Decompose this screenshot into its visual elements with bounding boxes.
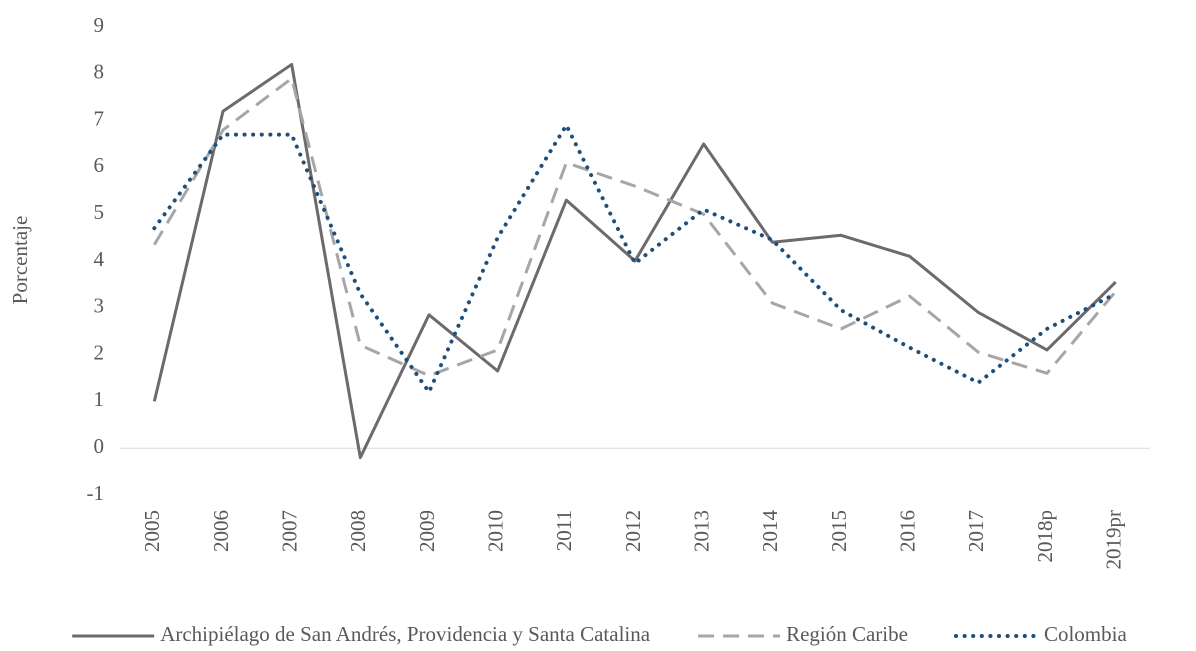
y-tick-label: 3 bbox=[94, 294, 105, 318]
series-line bbox=[152, 62, 1117, 460]
x-tick-label: 2005 bbox=[140, 510, 164, 552]
x-tick-label: 2014 bbox=[758, 510, 782, 553]
x-tick-label: 2010 bbox=[483, 510, 507, 552]
y-tick-label: 5 bbox=[94, 200, 105, 224]
x-tick-label: 2011 bbox=[552, 510, 576, 551]
x-tick-label: 2009 bbox=[415, 510, 439, 552]
x-tick-label: 2017 bbox=[964, 510, 988, 552]
legend-label: Colombia bbox=[1044, 622, 1128, 646]
x-tick-label: 2013 bbox=[689, 510, 713, 552]
y-axis-label: Porcentaje bbox=[8, 216, 32, 305]
legend-label: Archipiélago de San Andrés, Providencia … bbox=[160, 622, 651, 646]
x-tick-label: 2018p bbox=[1033, 510, 1057, 563]
series-line bbox=[153, 76, 1117, 378]
x-tick-label: 2008 bbox=[346, 510, 370, 552]
x-tick-label: 2015 bbox=[827, 510, 851, 552]
y-tick-label: 2 bbox=[94, 340, 105, 364]
x-tick-label: 2016 bbox=[895, 510, 919, 552]
y-tick-label: 1 bbox=[94, 387, 105, 411]
y-tick-label: 9 bbox=[94, 13, 105, 37]
y-tick-label: 8 bbox=[94, 60, 105, 84]
y-tick-label: 7 bbox=[94, 106, 105, 130]
x-tick-label: 2019pr bbox=[1101, 510, 1125, 570]
y-tick-label: 0 bbox=[94, 434, 105, 458]
x-tick-label: 2006 bbox=[209, 510, 233, 552]
x-tick-label: 2012 bbox=[621, 510, 645, 552]
y-tick-label: 6 bbox=[94, 153, 105, 177]
series-line bbox=[152, 123, 1118, 395]
x-tick-label: 2007 bbox=[277, 510, 301, 552]
y-tick-label: -1 bbox=[87, 481, 105, 505]
y-tick-label: 4 bbox=[94, 247, 105, 271]
legend-label: Región Caribe bbox=[786, 622, 908, 646]
